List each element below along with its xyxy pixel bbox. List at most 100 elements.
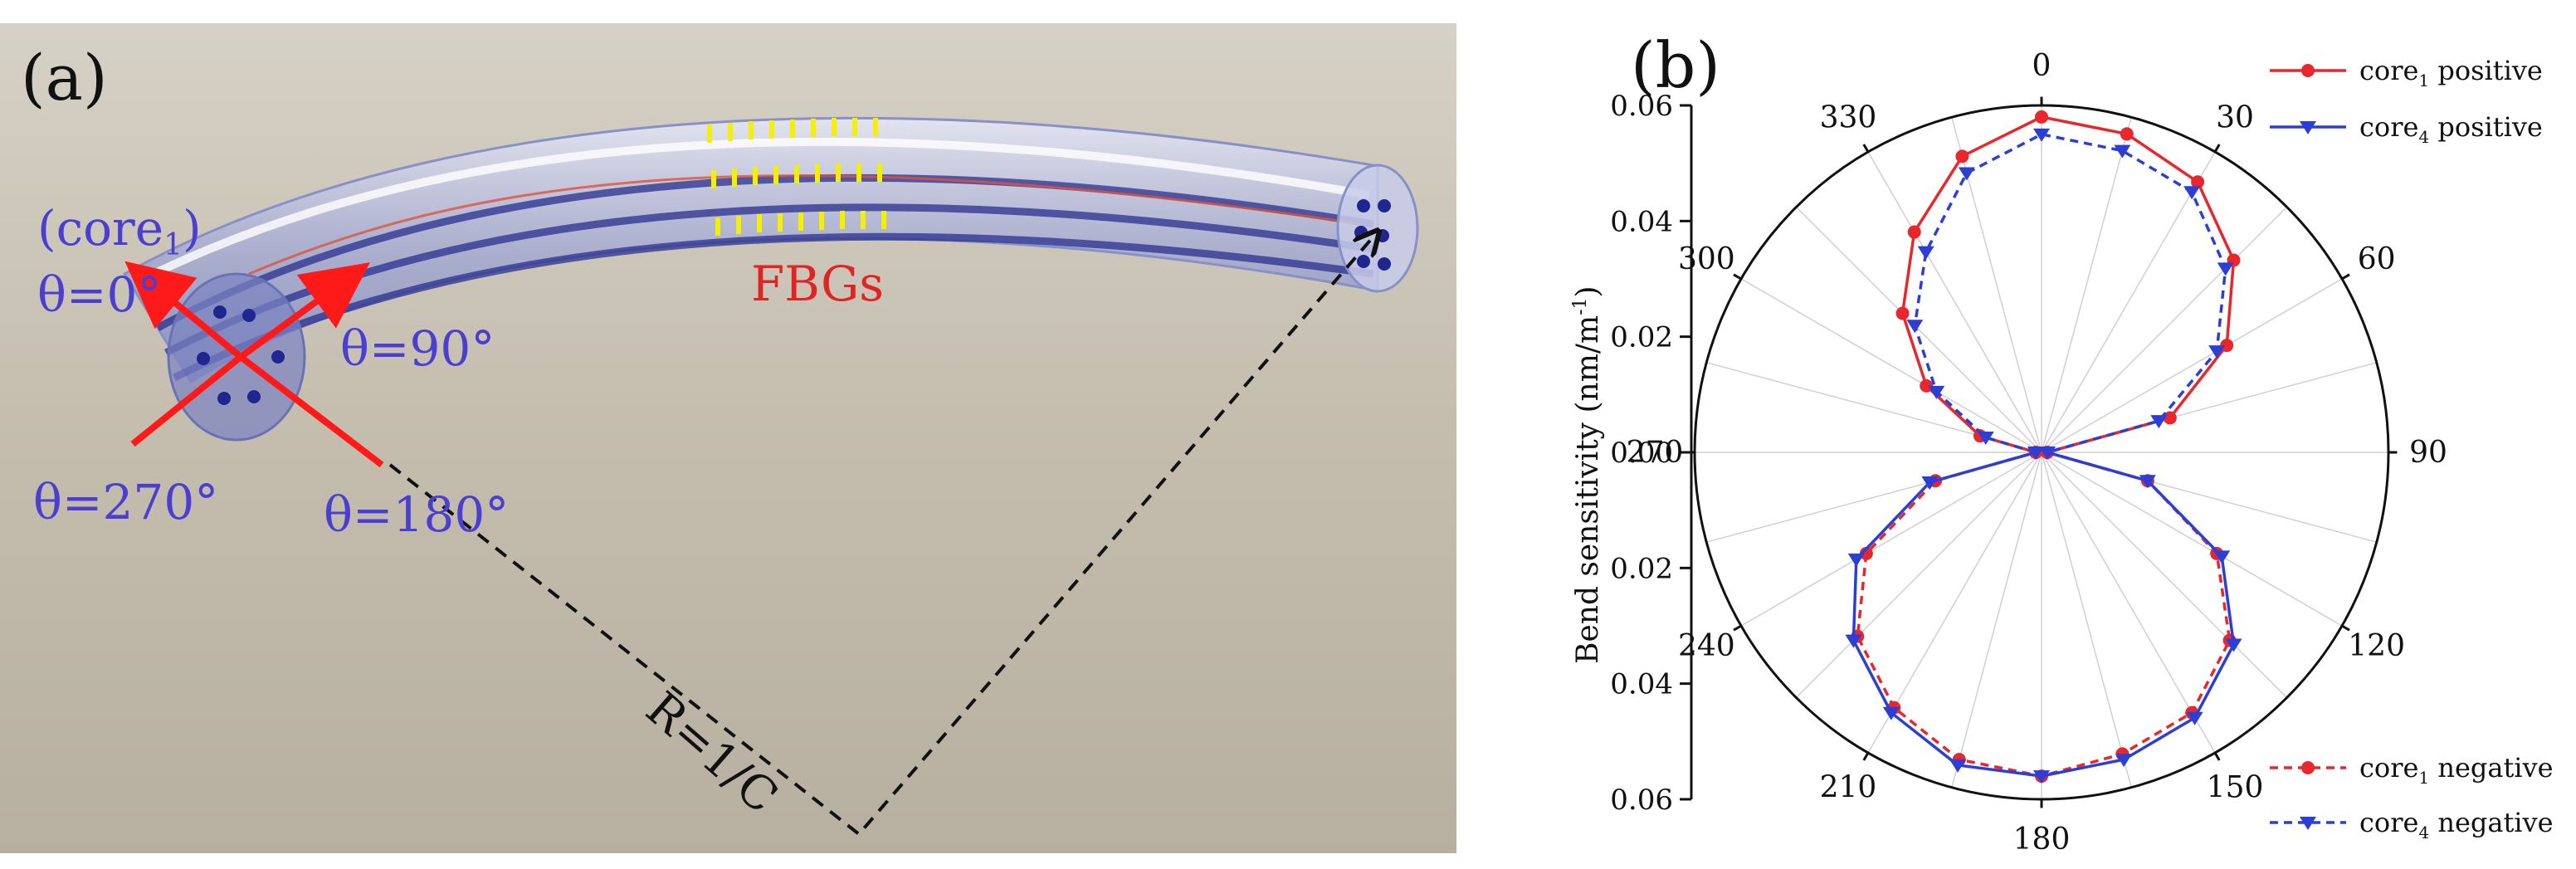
radial-tick-label: 0.06 (1610, 90, 1673, 123)
panel-b-polar-chart: 0.06 0.04 0.02 0.00 0.02 0.04 0.06 0 30 60 90 120 15… (1469, 0, 2576, 866)
core-dot (1354, 226, 1368, 239)
radial-gridline (2041, 452, 2343, 627)
fiber-end-cap (1336, 164, 1419, 293)
fbg-gratings (707, 118, 886, 236)
core-dot (1376, 229, 1389, 242)
data-point-core1-positive (1955, 149, 1969, 164)
legend: core1 positive core4 positive core1 negati… (2270, 55, 2554, 842)
data-point-core4-positive (1906, 320, 1924, 334)
data-point-core4-negative (2033, 770, 2050, 784)
series-line-core4-negative (1852, 451, 2236, 778)
angle-tick-label: 180 (2013, 823, 2071, 857)
legend-marker (2301, 64, 2315, 77)
data-point-core4-negative (2225, 638, 2242, 652)
data-point-core4-positive (2150, 415, 2168, 429)
data-point-core4-positive (2217, 262, 2234, 276)
data-point-core4-negative (2115, 754, 2133, 768)
data-point-core4-negative (1847, 553, 1865, 567)
core-dot (271, 350, 285, 364)
panel-a-label: (a) (21, 41, 108, 115)
angle-tick-label: 150 (2207, 771, 2264, 805)
core-dot (213, 305, 227, 319)
theta0-arrow (124, 261, 243, 360)
legend-marker (2301, 761, 2315, 774)
angle-tick (2213, 752, 2221, 761)
fiber-core-1 (155, 173, 1374, 331)
radial-gridline (1951, 452, 2042, 788)
radial-gridline (2041, 206, 2288, 453)
panel-b-label: (b) (1631, 28, 1720, 102)
angle-tick-label: 270 (1627, 436, 1684, 470)
angle-tick (1733, 273, 1742, 281)
data-point-core4-positive (1917, 246, 1934, 260)
data-point-core4-positive (2183, 186, 2201, 200)
data-point-core1-positive (2191, 175, 2205, 189)
legend-label: core1 positive (2359, 55, 2543, 90)
y-axis-label: Bend sensitivity (nm/m-1) (1570, 286, 1605, 664)
series-group (1845, 110, 2242, 784)
data-point-core1-positive (2163, 411, 2177, 425)
angle-tick (1862, 144, 1870, 153)
panel-a-illustration: (a) (core1) θ=0° θ=90° θ=270° θ=180° FBG… (0, 23, 1456, 853)
radial-tick-label: 0.00 (1610, 437, 1673, 470)
theta270-label: θ=270° (33, 474, 218, 530)
data-point-core1-positive (1907, 225, 1921, 239)
core-dot (197, 352, 210, 365)
radius-line (388, 237, 1373, 837)
data-point-core4-positive (2033, 128, 2050, 142)
angle-tick-label: 30 (2216, 100, 2254, 134)
series-line-core1-positive (1900, 115, 2236, 454)
core-dot (1357, 199, 1370, 212)
angle-tick (2341, 273, 2350, 281)
radial-gridline (2041, 452, 2132, 788)
theta0-label: θ=0° (37, 266, 161, 323)
data-point-core4-negative (2139, 475, 2156, 489)
data-point-core4-negative (2186, 711, 2203, 725)
data-point-core1-positive (2220, 339, 2234, 353)
angle-tick-label: 300 (1678, 242, 1735, 276)
legend-marker (2300, 817, 2316, 830)
radial-gridline (1740, 278, 2042, 453)
tick-labels: 0.06 0.04 0.02 0.00 0.02 0.04 0.06 0 30 60 90 120 15… (1610, 49, 2447, 857)
angle-tick-label: 60 (2358, 242, 2396, 276)
legend-label: core4 positive (2359, 111, 2543, 147)
theta180-label: θ=180° (324, 486, 509, 543)
core1-label: (core1) (37, 200, 202, 262)
angle-tick (2213, 144, 2221, 153)
data-point-core4-positive (2208, 345, 2226, 359)
radial-tick-label: 0.04 (1610, 668, 1673, 701)
radial-tick-label: 0.02 (1610, 321, 1673, 354)
angle-tick (2341, 624, 2350, 632)
data-point-core4-positive (1958, 167, 1975, 181)
radial-gridline (2041, 117, 2132, 453)
legend-label: core1 negative (2359, 752, 2554, 788)
core-dot (1378, 257, 1391, 271)
fbgs-label: FBGs (751, 256, 884, 312)
radial-tick-label: 0.04 (1610, 205, 1673, 238)
angle-tick-label: 240 (1678, 629, 1735, 663)
polar-chart: 0.06 0.04 0.02 0.00 0.02 0.04 0.06 0 30 60 90 120 15… (1570, 28, 2554, 857)
radial-gridline (2041, 452, 2288, 699)
data-point-core4-negative (1921, 476, 1939, 491)
data-point-core4-negative (2213, 550, 2231, 564)
core-dot (1378, 199, 1391, 212)
radial-gridline (1795, 452, 2042, 699)
fiber-illustration: (a) (core1) θ=0° θ=90° θ=270° θ=180° FBG… (0, 23, 1456, 853)
angle-tick (1862, 752, 1870, 761)
data-point-core4-positive (1928, 385, 1945, 399)
data-point-core1-positive (1920, 378, 1934, 393)
data-point-core4-positive (2114, 144, 2131, 159)
legend-marker (2300, 121, 2316, 134)
legend-label: core4 negative (2359, 807, 2554, 842)
radial-gridline (2041, 452, 2216, 754)
angle-tick-label: 90 (2409, 436, 2447, 470)
data-point-core4-negative (1882, 706, 1900, 720)
data-point-core4-negative (2038, 447, 2056, 460)
angle-tick-label: 210 (1820, 771, 1877, 805)
data-point-core1-positive (2120, 127, 2134, 141)
theta180-axis (238, 354, 384, 468)
angle-tick-label: 0 (2032, 49, 2052, 83)
core-dot (242, 309, 256, 322)
radial-gridline (2041, 278, 2343, 453)
data-point-core4-positive (1977, 431, 1994, 445)
